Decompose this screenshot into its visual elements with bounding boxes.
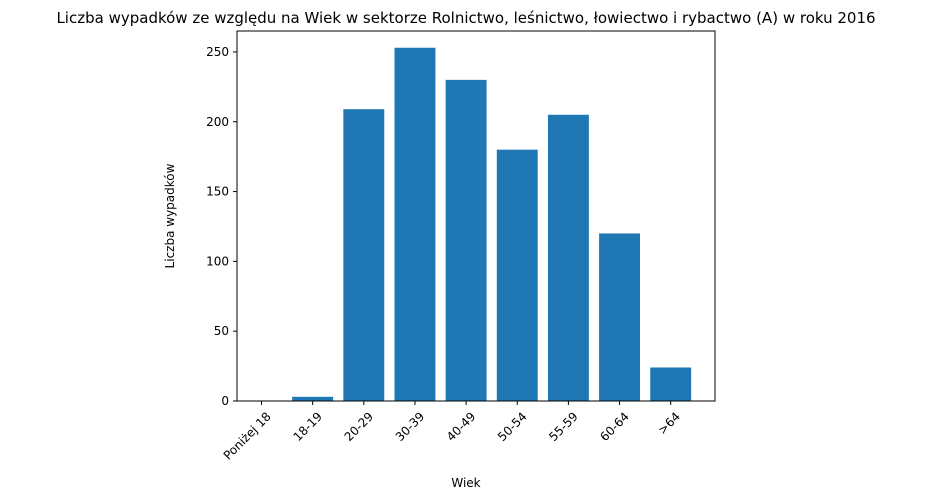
x-tick-label: 50-54 xyxy=(495,409,530,444)
x-tick-label: 55-59 xyxy=(546,409,581,444)
y-axis: 0 50 100 150 200 250 xyxy=(206,45,237,408)
y-tick-label: 50 xyxy=(214,324,229,338)
y-axis-label: Liczba wypadków xyxy=(163,163,177,268)
y-tick-label: 150 xyxy=(206,185,229,199)
bar->64 xyxy=(650,367,692,401)
x-tick-label: 30-39 xyxy=(393,409,428,444)
x-tick-label: >64 xyxy=(655,409,683,437)
chart-title: Liczba wypadków ze względu na Wiek w sek… xyxy=(56,9,875,27)
bar-40-49 xyxy=(445,79,487,402)
x-tick-label: Poniżej 18 xyxy=(221,409,274,462)
bar-30-39 xyxy=(394,47,436,401)
y-tick-label: 100 xyxy=(206,254,229,268)
bar-55-59 xyxy=(547,114,589,402)
x-tick-label: 60-64 xyxy=(597,409,632,444)
bar-18-19 xyxy=(292,396,334,401)
y-tick-label: 0 xyxy=(221,394,229,408)
x-tick-label: 20-29 xyxy=(342,409,377,444)
plot-frame xyxy=(236,30,716,402)
bar-20-29 xyxy=(343,109,385,401)
x-axis: Poniżej 18 18-19 20-29 30-39 40-49 50-54 55-59… xyxy=(221,401,683,463)
y-tick-label: 200 xyxy=(206,115,229,129)
y-tick-label: 250 xyxy=(206,45,229,59)
x-axis-label: Wiek xyxy=(451,476,480,490)
x-tick-label: 40-49 xyxy=(444,409,479,444)
x-tick-label: 18-19 xyxy=(290,409,325,444)
bar-50-54 xyxy=(496,149,538,401)
bar-60-64 xyxy=(599,233,641,401)
bars-group xyxy=(292,47,692,402)
